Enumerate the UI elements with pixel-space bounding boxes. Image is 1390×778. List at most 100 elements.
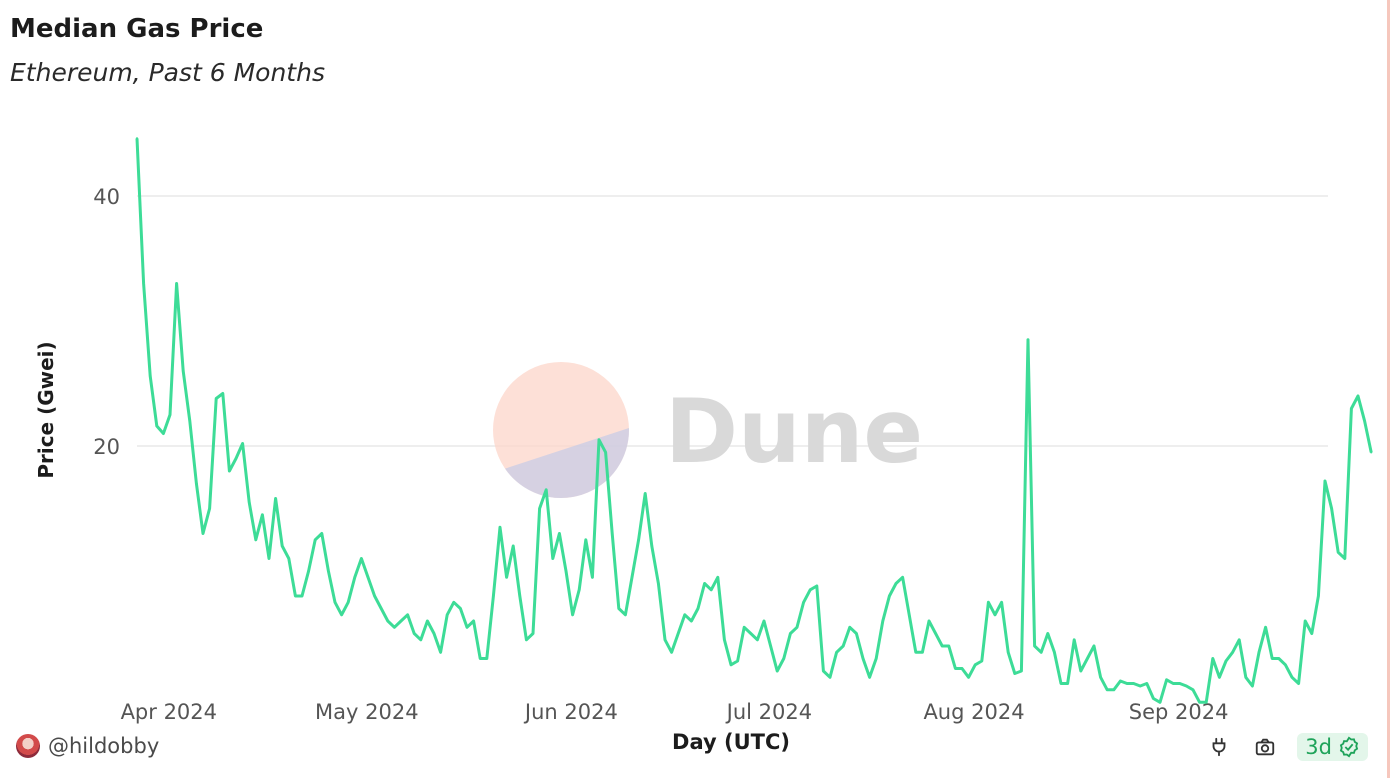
freshness-badge[interactable]: 3d	[1297, 733, 1368, 761]
data-point	[1092, 644, 1096, 648]
x-tick-label: Apr 2024	[121, 700, 217, 724]
data-point	[1040, 651, 1043, 654]
data-point	[842, 644, 845, 648]
data-point	[320, 532, 323, 535]
data-point	[564, 569, 568, 573]
data-point	[1323, 479, 1327, 483]
data-point	[399, 619, 403, 623]
data-point	[1343, 557, 1347, 560]
data-point	[1370, 451, 1373, 454]
data-point	[1218, 676, 1221, 679]
data-point	[835, 651, 838, 654]
data-point	[1145, 682, 1149, 685]
data-point	[1139, 684, 1142, 688]
data-point	[221, 392, 224, 395]
data-point	[1257, 651, 1261, 654]
data-point	[644, 492, 647, 495]
data-point	[446, 613, 449, 616]
grid-lines	[137, 195, 1328, 447]
data-point	[954, 667, 957, 670]
data-point	[888, 594, 891, 598]
data-point	[432, 632, 436, 635]
dune-watermark: Dune	[493, 362, 923, 498]
data-point	[1284, 663, 1287, 666]
data-point	[1356, 394, 1360, 398]
data-point	[459, 607, 462, 610]
data-point	[663, 638, 667, 641]
data-point	[558, 532, 561, 535]
data-point	[993, 613, 997, 616]
data-point	[934, 632, 937, 635]
data-point	[624, 613, 627, 616]
data-point	[1165, 678, 1168, 681]
data-point	[142, 282, 145, 285]
data-point	[762, 619, 766, 623]
data-point	[710, 588, 713, 591]
data-point	[353, 576, 356, 579]
data-point	[201, 532, 205, 535]
camera-icon[interactable]	[1251, 733, 1279, 761]
data-point	[307, 569, 310, 573]
data-point	[1350, 407, 1353, 410]
data-point	[1297, 682, 1300, 685]
chart-title: Median Gas Price	[10, 14, 264, 44]
data-point	[604, 451, 607, 454]
data-point	[1185, 684, 1188, 688]
data-point	[1330, 507, 1333, 510]
data-point	[512, 544, 515, 548]
data-point	[987, 601, 990, 604]
data-point	[1231, 651, 1234, 654]
data-point	[287, 557, 290, 560]
data-point	[776, 669, 779, 673]
data-point	[1119, 679, 1122, 683]
data-point	[380, 607, 383, 610]
x-tick-label: Sep 2024	[1129, 700, 1229, 724]
data-point	[789, 632, 792, 635]
data-point	[248, 501, 251, 504]
data-point	[927, 619, 931, 623]
data-point	[1007, 651, 1010, 654]
data-point	[967, 676, 970, 679]
data-point	[743, 626, 746, 629]
plug-icon[interactable]	[1205, 733, 1233, 761]
data-point	[578, 588, 581, 591]
data-point	[960, 667, 964, 670]
data-point	[1073, 638, 1076, 641]
watermark-text: Dune	[665, 380, 923, 483]
data-point	[228, 469, 231, 473]
data-point	[1026, 338, 1030, 341]
data-point	[1158, 701, 1162, 704]
data-point	[828, 676, 832, 679]
data-point	[690, 619, 693, 623]
data-point	[657, 582, 660, 585]
data-point	[1178, 682, 1182, 685]
data-point	[360, 557, 363, 560]
data-point	[868, 676, 871, 679]
data-point	[921, 651, 924, 654]
avatar	[16, 734, 40, 758]
data-point	[485, 657, 488, 660]
data-point	[386, 619, 389, 623]
data-point	[1172, 682, 1175, 685]
data-point	[941, 644, 944, 648]
data-point	[947, 644, 950, 648]
data-point	[1363, 419, 1366, 423]
data-point	[149, 374, 152, 378]
data-point	[749, 632, 752, 635]
data-point	[597, 438, 601, 441]
data-point	[1244, 676, 1248, 679]
data-point	[340, 613, 343, 616]
data-point	[294, 594, 297, 598]
author-link[interactable]: @hildobby	[16, 734, 159, 758]
data-point	[1132, 682, 1135, 685]
data-point	[1059, 682, 1063, 685]
right-edge-rule	[1387, 0, 1390, 778]
data-point	[571, 613, 574, 616]
data-point	[472, 619, 475, 623]
x-tick-label: Jun 2024	[523, 700, 618, 724]
data-point	[1304, 619, 1307, 623]
data-point	[974, 663, 977, 666]
data-point	[182, 369, 185, 373]
data-point	[525, 638, 528, 641]
